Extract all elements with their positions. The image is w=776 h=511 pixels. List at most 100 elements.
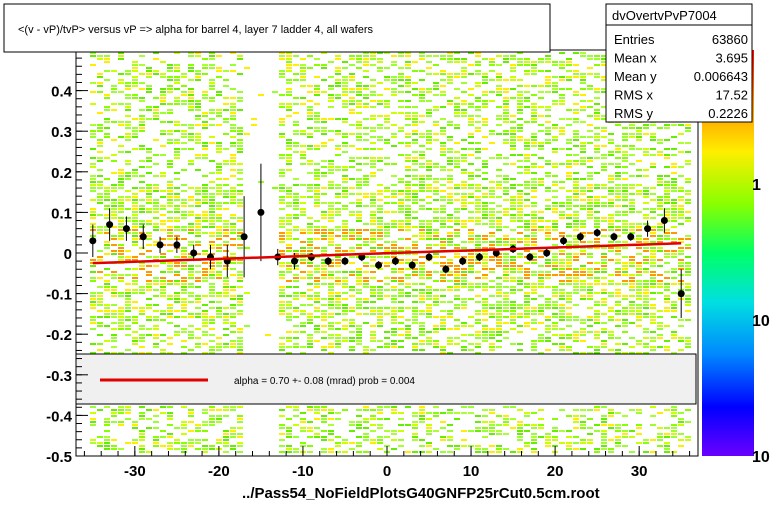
heatmap-cell — [489, 79, 495, 81]
heatmap-cell — [419, 421, 425, 423]
heatmap-cell — [167, 199, 173, 201]
heatmap-cell — [517, 109, 523, 111]
heatmap-cell — [587, 277, 593, 279]
heatmap-cell — [293, 97, 299, 99]
heatmap-cell — [314, 196, 320, 198]
heatmap-cell — [629, 229, 635, 231]
heatmap-cell — [188, 64, 194, 66]
heatmap-cell — [391, 316, 397, 318]
heatmap-cell — [426, 178, 432, 180]
heatmap-cell — [363, 322, 369, 324]
heatmap-cell — [237, 97, 243, 99]
heatmap-cell — [461, 169, 467, 171]
heatmap-cell — [391, 346, 397, 348]
heatmap-cell — [160, 334, 166, 336]
heatmap-cell — [503, 301, 509, 303]
heatmap-cell — [321, 217, 327, 219]
heatmap-cell — [545, 235, 551, 237]
heatmap-cell — [454, 289, 460, 291]
heatmap-cell — [552, 292, 558, 294]
heatmap-cell — [433, 244, 439, 246]
heatmap-cell — [440, 346, 446, 348]
heatmap-cell — [475, 313, 481, 315]
heatmap-cell — [167, 85, 173, 87]
heatmap-cell — [391, 61, 397, 63]
heatmap-cell — [587, 217, 593, 219]
heatmap-cell — [496, 313, 502, 315]
heatmap-cell — [559, 343, 565, 345]
heatmap-cell — [517, 268, 523, 270]
heatmap-cell — [279, 310, 285, 312]
heatmap-cell — [559, 211, 565, 213]
heatmap-cell — [412, 301, 418, 303]
heatmap-cell — [426, 139, 432, 141]
heatmap-cell — [664, 262, 670, 264]
heatmap-cell — [566, 442, 572, 444]
heatmap-cell — [643, 442, 649, 444]
heatmap-cell — [230, 127, 236, 129]
heatmap-cell — [384, 211, 390, 213]
heatmap-cell — [580, 427, 586, 429]
heatmap-cell — [188, 55, 194, 57]
heatmap-cell — [594, 430, 600, 432]
heatmap-cell — [125, 199, 131, 201]
heatmap-cell — [342, 100, 348, 102]
heatmap-cell — [111, 205, 117, 207]
heatmap-cell — [104, 244, 110, 246]
heatmap-cell — [216, 178, 222, 180]
heatmap-cell — [97, 142, 103, 144]
heatmap-cell — [223, 109, 229, 111]
heatmap-cell — [629, 127, 635, 129]
heatmap-cell — [671, 283, 677, 285]
heatmap-cell — [146, 76, 152, 78]
heatmap-cell — [307, 217, 313, 219]
heatmap-cell — [384, 67, 390, 69]
heatmap-cell — [419, 274, 425, 276]
heatmap-cell — [195, 430, 201, 432]
heatmap-cell — [622, 436, 628, 438]
heatmap-cell — [230, 112, 236, 114]
heatmap-cell — [286, 307, 292, 309]
heatmap-cell — [475, 448, 481, 450]
heatmap-cell — [601, 271, 607, 273]
heatmap-cell — [419, 88, 425, 90]
heatmap-cell — [300, 73, 306, 75]
heatmap-cell — [342, 232, 348, 234]
heatmap-cell — [454, 58, 460, 60]
heatmap-cell — [489, 316, 495, 318]
heatmap-cell — [209, 196, 215, 198]
heatmap-cell — [146, 88, 152, 90]
heatmap-cell — [370, 415, 376, 417]
heatmap-cell — [111, 154, 117, 156]
heatmap-cell — [545, 121, 551, 123]
heatmap-cell — [216, 277, 222, 279]
heatmap-cell — [279, 94, 285, 96]
heatmap-cell — [195, 187, 201, 189]
heatmap-cell — [587, 283, 593, 285]
heatmap-cell — [601, 424, 607, 426]
heatmap-cell — [601, 406, 607, 408]
heatmap-cell — [391, 226, 397, 228]
heatmap-cell — [321, 79, 327, 81]
heatmap-cell — [370, 271, 376, 273]
heatmap-cell — [524, 100, 530, 102]
heatmap-cell — [517, 208, 523, 210]
heatmap-cell — [349, 166, 355, 168]
heatmap-cell — [279, 343, 285, 345]
heatmap-cell — [153, 202, 159, 204]
heatmap-cell — [349, 232, 355, 234]
heatmap-cell — [412, 106, 418, 108]
heatmap-cell — [671, 436, 677, 438]
heatmap-cell — [517, 265, 523, 267]
heatmap-cell — [286, 238, 292, 240]
heatmap-cell — [181, 265, 187, 267]
heatmap-cell — [293, 217, 299, 219]
heatmap-cell — [594, 349, 600, 351]
profile-point — [476, 254, 483, 261]
heatmap-cell — [174, 325, 180, 327]
heatmap-cell — [615, 271, 621, 273]
heatmap-cell — [412, 415, 418, 417]
heatmap-cell — [349, 256, 355, 258]
heatmap-cell — [615, 292, 621, 294]
heatmap-cell — [307, 133, 313, 135]
